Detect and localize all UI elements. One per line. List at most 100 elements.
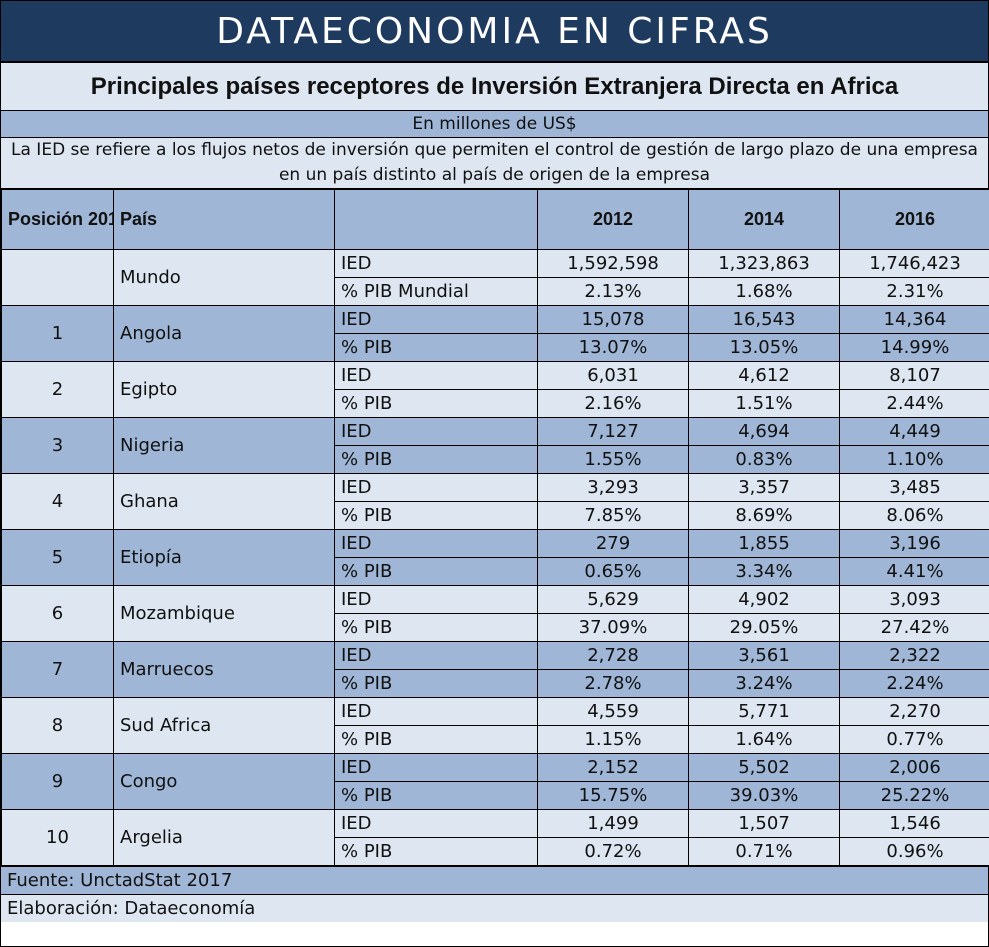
table-row: 8 Sud Africa IED 4,559 5,771 2,270	[1, 697, 989, 754]
position-cell: 10	[1, 809, 114, 866]
table-title: Principales países receptores de Inversi…	[1, 63, 988, 111]
value-cell: 1,323,863	[688, 249, 840, 278]
table-row: 1 Angola IED 15,078 16,543 14,364	[1, 305, 989, 362]
value-cell: 1,592,598	[537, 249, 689, 278]
table-row: 2 Egipto IED 6,031 4,612 8,107	[1, 361, 989, 418]
header-country: País	[113, 189, 335, 250]
value-cell: 2.24%	[839, 669, 989, 698]
value-cell: 2,152	[537, 753, 689, 782]
value-cell: 14.99%	[839, 333, 989, 362]
header-2014: 2014	[688, 189, 840, 250]
value-cell: 3,561	[688, 641, 840, 670]
metric-cell: IED	[334, 361, 538, 390]
table-row: % PIB 0.72% 0.71% 0.96%	[2, 837, 989, 866]
value-cell: 2,006	[839, 753, 989, 782]
value-cell: 1.64%	[688, 725, 840, 754]
position-cell: 9	[1, 753, 114, 810]
value-cell: 8.06%	[839, 501, 989, 530]
table-row: % PIB 7.85% 8.69% 8.06%	[2, 501, 989, 530]
value-cell: 15,078	[537, 305, 689, 334]
table-row: 3 Nigeria IED 7,127 4,694 4,449	[1, 417, 989, 474]
metric-cell: % PIB Mundial	[334, 277, 538, 306]
table-row: Mundo IED 1,592,598 1,323,863 1,746,423	[1, 249, 989, 306]
value-cell: 4.41%	[839, 557, 989, 586]
metric-cell: % PIB	[334, 501, 538, 530]
value-cell: 2,270	[839, 697, 989, 726]
value-cell: 1,746,423	[839, 249, 989, 278]
value-cell: 14,364	[839, 305, 989, 334]
table-body: Mundo IED 1,592,598 1,323,863 1,746,423% PIB…	[1, 249, 989, 866]
country-cell: Ghana	[113, 473, 335, 530]
metric-cell: IED	[334, 249, 538, 278]
value-cell: 37.09%	[537, 613, 689, 642]
value-cell: 3,357	[688, 473, 840, 502]
value-cell: 1.55%	[537, 445, 689, 474]
value-cell: 279	[537, 529, 689, 558]
value-cell: 1.15%	[537, 725, 689, 754]
value-cell: 3,293	[537, 473, 689, 502]
table-row: 10 Argelia IED 1,499 1,507 1,546	[1, 809, 989, 866]
value-cell: 7,127	[537, 417, 689, 446]
metric-cell: IED	[334, 305, 538, 334]
value-cell: 3.24%	[688, 669, 840, 698]
value-cell: 16,543	[688, 305, 840, 334]
value-cell: 3,093	[839, 585, 989, 614]
table-row: 9 Congo IED 2,152 5,502 2,006	[1, 753, 989, 810]
metric-cell: % PIB	[334, 389, 538, 418]
country-cell: Nigeria	[113, 417, 335, 474]
value-cell: 0.77%	[839, 725, 989, 754]
table-row: % PIB 1.55% 0.83% 1.10%	[2, 445, 989, 474]
position-cell: 6	[1, 585, 114, 642]
table-row: % PIB 1.15% 1.64% 0.77%	[2, 725, 989, 754]
value-cell: 4,694	[688, 417, 840, 446]
country-cell: Marruecos	[113, 641, 335, 698]
metric-cell: IED	[334, 473, 538, 502]
metric-cell: IED	[334, 585, 538, 614]
value-cell: 13.07%	[537, 333, 689, 362]
country-cell: Mozambique	[113, 585, 335, 642]
metric-cell: % PIB	[334, 669, 538, 698]
value-cell: 1.10%	[839, 445, 989, 474]
value-cell: 3.34%	[688, 557, 840, 586]
metric-cell: IED	[334, 417, 538, 446]
table-row: % PIB 13.07% 13.05% 14.99%	[2, 333, 989, 362]
metric-cell: IED	[334, 753, 538, 782]
value-cell: 1,546	[839, 809, 989, 838]
country-cell: Egipto	[113, 361, 335, 418]
metric-cell: IED	[334, 529, 538, 558]
fdi-table: Posición 2016 País 2012 2014 2016 MundoI…	[1, 189, 989, 866]
header-position: Posición 2016	[1, 189, 114, 250]
metric-cell: IED	[334, 809, 538, 838]
value-cell: 4,559	[537, 697, 689, 726]
value-cell: 2.13%	[537, 277, 689, 306]
position-cell: 4	[1, 473, 114, 530]
value-cell: 7.85%	[537, 501, 689, 530]
value-cell: 0.83%	[688, 445, 840, 474]
value-cell: 2,728	[537, 641, 689, 670]
header-row: Posición 2016 País 2012 2014 2016	[1, 189, 989, 250]
position-cell: 1	[1, 305, 114, 362]
metric-cell: % PIB	[334, 445, 538, 474]
value-cell: 27.42%	[839, 613, 989, 642]
table-row: % PIB Mundial 2.13% 1.68% 2.31%	[2, 277, 989, 306]
value-cell: 1,499	[537, 809, 689, 838]
table-row: % PIB 15.75% 39.03% 25.22%	[2, 781, 989, 810]
header-2012: 2012	[537, 189, 689, 250]
metric-cell: % PIB	[334, 613, 538, 642]
value-cell: 2.31%	[839, 277, 989, 306]
table-row: % PIB 2.78% 3.24% 2.24%	[2, 669, 989, 698]
value-cell: 4,902	[688, 585, 840, 614]
value-cell: 0.72%	[537, 837, 689, 866]
value-cell: 1.68%	[688, 277, 840, 306]
metric-cell: % PIB	[334, 781, 538, 810]
value-cell: 3,196	[839, 529, 989, 558]
value-cell: 1,507	[688, 809, 840, 838]
table-row: 4 Ghana IED 3,293 3,357 3,485	[1, 473, 989, 530]
value-cell: 8.69%	[688, 501, 840, 530]
value-cell: 5,771	[688, 697, 840, 726]
header-metric	[334, 189, 538, 250]
metric-cell: IED	[334, 641, 538, 670]
table-row: 7 Marruecos IED 2,728 3,561 2,322	[1, 641, 989, 698]
value-cell: 4,612	[688, 361, 840, 390]
